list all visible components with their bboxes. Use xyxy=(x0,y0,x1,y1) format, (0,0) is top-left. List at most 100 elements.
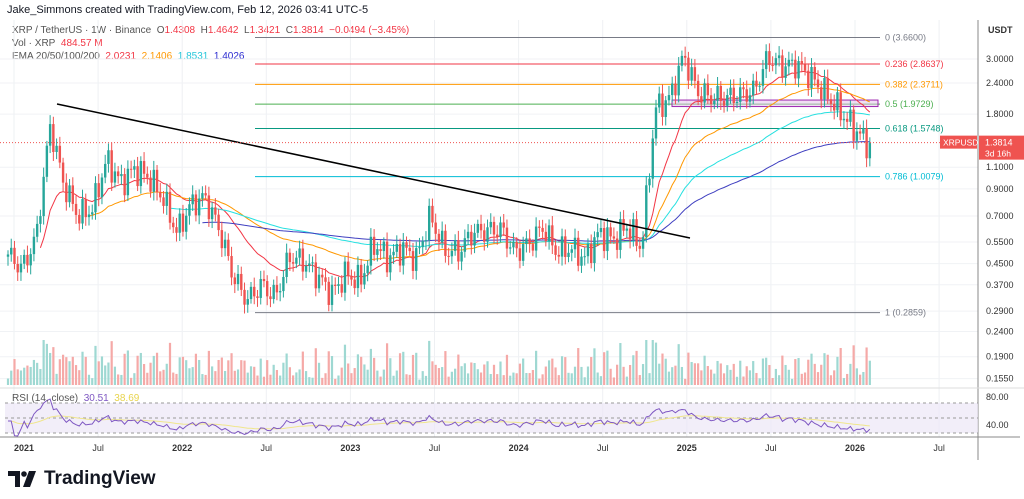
volume-bar xyxy=(55,373,58,385)
volume-bar xyxy=(651,340,654,385)
volume-bar xyxy=(52,347,55,385)
volume-bar xyxy=(49,352,52,385)
fib-level-label: 0.618 (1.5748) xyxy=(885,123,944,133)
volume-bar xyxy=(175,373,178,385)
volume-bar xyxy=(599,376,603,385)
candle-body xyxy=(658,93,661,108)
candle-body xyxy=(444,230,447,256)
volume-bar xyxy=(502,375,505,385)
ema20-value: 2.0231 xyxy=(105,51,137,62)
low-label: L xyxy=(244,25,250,36)
volume-bar xyxy=(560,356,564,385)
rsi-value: 30.51 xyxy=(83,393,109,404)
candle-body xyxy=(826,77,829,100)
volume-bar xyxy=(758,378,761,385)
currency-label: USDT xyxy=(988,25,1013,35)
price-chart[interactable]: 2021 Jul 2022 Jul 2023 Jul 2024 Jul 2025 Jul 2026 J… xyxy=(0,0,1024,460)
candle-body xyxy=(768,51,771,65)
volume-bar xyxy=(492,364,496,385)
candle-body xyxy=(13,247,16,264)
candle-body xyxy=(635,219,638,246)
volume-legend[interactable]: Vol · XRP 484.57 M xyxy=(12,38,103,49)
candle-body xyxy=(10,247,13,255)
fib-level-label: 0.786 (1.0079) xyxy=(885,172,944,182)
close-label: C xyxy=(285,25,293,36)
volume-bar xyxy=(722,373,726,385)
volume-bar xyxy=(91,378,94,385)
volume-bar xyxy=(703,355,706,385)
volume-bar xyxy=(444,351,447,385)
volume-bar xyxy=(632,355,635,385)
candle-body xyxy=(181,213,185,232)
volume-bar xyxy=(813,363,816,385)
volume-bar xyxy=(149,362,152,385)
candle-body xyxy=(437,233,441,243)
candle-body xyxy=(402,242,405,266)
volume-bar xyxy=(68,361,71,385)
volume-bar xyxy=(23,367,26,385)
candle-body xyxy=(719,85,722,101)
candle-body xyxy=(382,241,386,252)
volume-bar xyxy=(408,374,411,385)
volume-bar xyxy=(298,369,301,385)
candle-body xyxy=(408,247,411,252)
volume-bar xyxy=(288,367,291,385)
volume-bar xyxy=(609,368,612,385)
volume-bar xyxy=(450,371,453,385)
volume-bar xyxy=(671,367,674,385)
volume-bar xyxy=(321,377,324,385)
volume-bar xyxy=(142,364,146,385)
candle-body xyxy=(499,222,502,238)
symbol-legend[interactable]: XRP / TetherUS · 1W · Binance O1.4308 H1… xyxy=(12,25,409,36)
symbol-name: XRP / TetherUS · 1W · Binance xyxy=(12,25,152,36)
candle-body xyxy=(74,203,78,215)
y-tick-label: 0.4500 xyxy=(986,259,1014,269)
candle-body xyxy=(259,278,262,298)
candle-body xyxy=(810,66,813,89)
candle-body xyxy=(709,95,713,105)
volume-bar xyxy=(499,361,502,385)
candle-body xyxy=(541,227,544,232)
volume-bar xyxy=(194,353,198,385)
candle-body xyxy=(288,252,292,263)
volume-bar xyxy=(389,358,392,385)
candle-body xyxy=(356,264,360,289)
candle-body xyxy=(97,183,100,198)
candle-body xyxy=(104,163,107,178)
volume-bar xyxy=(463,363,466,385)
high-label: H xyxy=(200,25,208,36)
fib-level-label: 1 (0.2859) xyxy=(885,308,926,318)
candle-body xyxy=(65,182,68,203)
candle-body xyxy=(366,265,369,274)
volume-bar xyxy=(732,363,735,385)
volume-bar xyxy=(431,361,434,385)
trendline xyxy=(56,103,691,239)
volume-bar xyxy=(97,361,100,385)
volume-bar xyxy=(826,354,829,385)
volume-bar xyxy=(373,357,376,385)
candle-body xyxy=(509,247,512,249)
volume-bar xyxy=(434,364,437,385)
volume-bar xyxy=(538,378,541,385)
candle-body xyxy=(735,101,739,103)
ema-legend[interactable]: EMA 20/50/100/200 2.0231 2.1406 1.8531 1… xyxy=(12,51,244,62)
volume-bar xyxy=(379,376,382,385)
volume-bar xyxy=(476,369,479,385)
volume-bar xyxy=(700,370,703,385)
candle-body xyxy=(389,255,392,273)
volume-bar xyxy=(405,374,408,385)
volume-bar xyxy=(94,345,97,385)
volume-bar xyxy=(104,365,107,385)
close-value: 1.3814 xyxy=(292,25,324,36)
rsi-legend[interactable]: RSI (14, close) 30.51 38.69 xyxy=(12,393,139,404)
volume-bar xyxy=(512,372,515,385)
volume-bar xyxy=(279,375,282,385)
candle-body xyxy=(554,245,557,255)
volume-bar xyxy=(259,358,262,385)
candle-body xyxy=(577,237,580,266)
candle-body xyxy=(674,83,677,96)
volume-bar xyxy=(752,361,755,385)
candle-body xyxy=(39,216,42,224)
candle-body xyxy=(615,238,619,250)
volume-bar xyxy=(466,373,470,385)
